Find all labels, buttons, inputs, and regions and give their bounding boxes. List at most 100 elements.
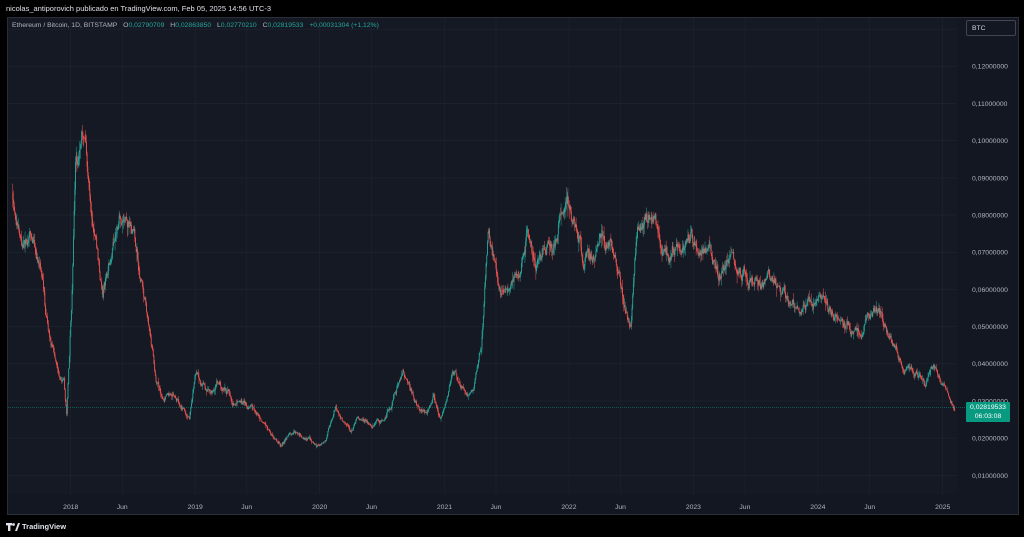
candle [832, 308, 833, 317]
candle [793, 293, 795, 308]
candle [518, 270, 520, 282]
candle [264, 422, 266, 426]
candle [609, 240, 610, 250]
candle [88, 177, 90, 191]
candle [160, 392, 162, 399]
candle [690, 225, 692, 234]
candle [463, 383, 465, 391]
candle [890, 332, 891, 339]
candle [568, 200, 570, 220]
candle [182, 405, 184, 411]
candle [313, 443, 315, 446]
candle [99, 270, 101, 281]
candle [747, 280, 749, 291]
candle [117, 226, 119, 230]
candle [666, 245, 668, 262]
y-tick-label: 0,12000000 [972, 64, 1008, 71]
candle [106, 271, 108, 279]
candle [862, 331, 863, 338]
candle [534, 252, 536, 269]
candle [605, 241, 607, 253]
candle [727, 258, 729, 267]
candle [141, 279, 143, 288]
candle [473, 386, 475, 391]
candle [813, 299, 815, 307]
candle [352, 427, 354, 432]
candle [778, 285, 780, 287]
candle [529, 235, 531, 244]
candle [358, 417, 360, 421]
candle [369, 423, 371, 426]
candle [347, 423, 349, 428]
candle [818, 292, 820, 302]
candle [192, 389, 194, 402]
candle [69, 330, 71, 363]
candle [397, 382, 399, 388]
candle [950, 398, 951, 404]
candle [128, 216, 130, 229]
candle [323, 441, 325, 444]
candle [24, 231, 26, 253]
tradingview-brand[interactable]: TradingView [22, 522, 67, 531]
tradingview-logo-icon[interactable] [6, 521, 20, 533]
candle [629, 323, 631, 328]
candle [678, 241, 680, 252]
chart-plot-area[interactable] [8, 18, 957, 494]
candle [310, 437, 312, 441]
candle [616, 263, 618, 276]
candle [336, 408, 338, 412]
candle [875, 301, 877, 313]
candle [810, 293, 812, 307]
candle [308, 437, 310, 439]
candle [260, 418, 262, 422]
candle [647, 211, 649, 228]
candle [431, 399, 433, 405]
candle [270, 432, 272, 436]
candle [137, 252, 139, 276]
candle [111, 247, 113, 261]
candle [22, 243, 24, 251]
candle [233, 403, 235, 406]
candle [795, 306, 797, 310]
candle [737, 268, 739, 276]
candle [12, 183, 14, 208]
candle [135, 236, 136, 247]
candle [114, 232, 116, 251]
candle [469, 392, 471, 395]
candle [157, 381, 159, 385]
candle [705, 247, 707, 253]
candle [90, 201, 92, 217]
candle [191, 400, 192, 409]
candle [129, 218, 131, 234]
candle [600, 233, 602, 243]
candle [21, 230, 23, 247]
candle [762, 279, 764, 289]
candle [664, 244, 666, 252]
candle [784, 284, 786, 293]
candle [909, 362, 911, 373]
candle [866, 313, 868, 324]
candle [669, 255, 671, 262]
candle [870, 310, 872, 321]
currency-selector[interactable]: BTC [966, 20, 1016, 36]
candle [567, 188, 569, 217]
candle [817, 298, 818, 302]
candle [374, 422, 376, 427]
candle [299, 432, 301, 437]
candle [577, 232, 579, 243]
candle [289, 432, 291, 434]
candle [47, 312, 49, 325]
candle [704, 241, 706, 254]
candle [425, 411, 427, 414]
candle [912, 367, 914, 373]
candle [785, 295, 787, 303]
candle [697, 248, 699, 257]
candle [163, 398, 164, 401]
candle [159, 385, 161, 394]
candle [201, 382, 203, 387]
candle [918, 371, 919, 381]
candle [547, 240, 549, 245]
candle [493, 250, 495, 261]
candle [737, 267, 739, 277]
